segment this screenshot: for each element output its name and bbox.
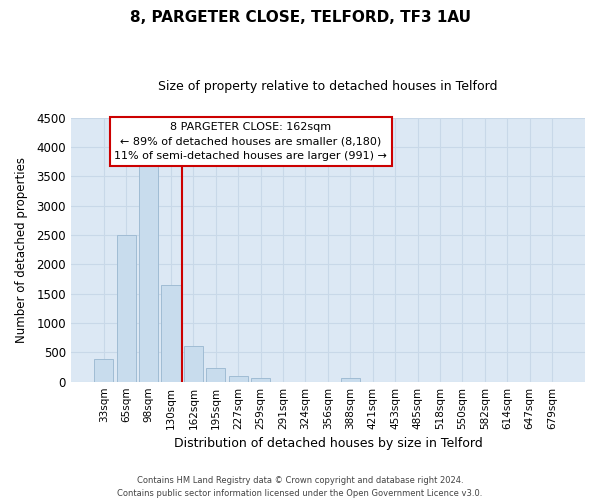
- Title: Size of property relative to detached houses in Telford: Size of property relative to detached ho…: [158, 80, 497, 93]
- Y-axis label: Number of detached properties: Number of detached properties: [15, 156, 28, 342]
- Text: 8 PARGETER CLOSE: 162sqm
← 89% of detached houses are smaller (8,180)
11% of sem: 8 PARGETER CLOSE: 162sqm ← 89% of detach…: [115, 122, 387, 162]
- Bar: [94, 360, 113, 382]
- Bar: [139, 164, 158, 382]
- Bar: [206, 368, 226, 382]
- Text: 8, PARGETER CLOSE, TELFORD, TF3 1AU: 8, PARGETER CLOSE, TELFORD, TF3 1AU: [130, 10, 470, 25]
- Text: Contains HM Land Registry data © Crown copyright and database right 2024.
Contai: Contains HM Land Registry data © Crown c…: [118, 476, 482, 498]
- Bar: [184, 346, 203, 382]
- Bar: [341, 378, 360, 382]
- X-axis label: Distribution of detached houses by size in Telford: Distribution of detached houses by size …: [173, 437, 482, 450]
- Bar: [116, 235, 136, 382]
- Bar: [229, 376, 248, 382]
- Bar: [251, 378, 270, 382]
- Bar: [161, 285, 181, 382]
